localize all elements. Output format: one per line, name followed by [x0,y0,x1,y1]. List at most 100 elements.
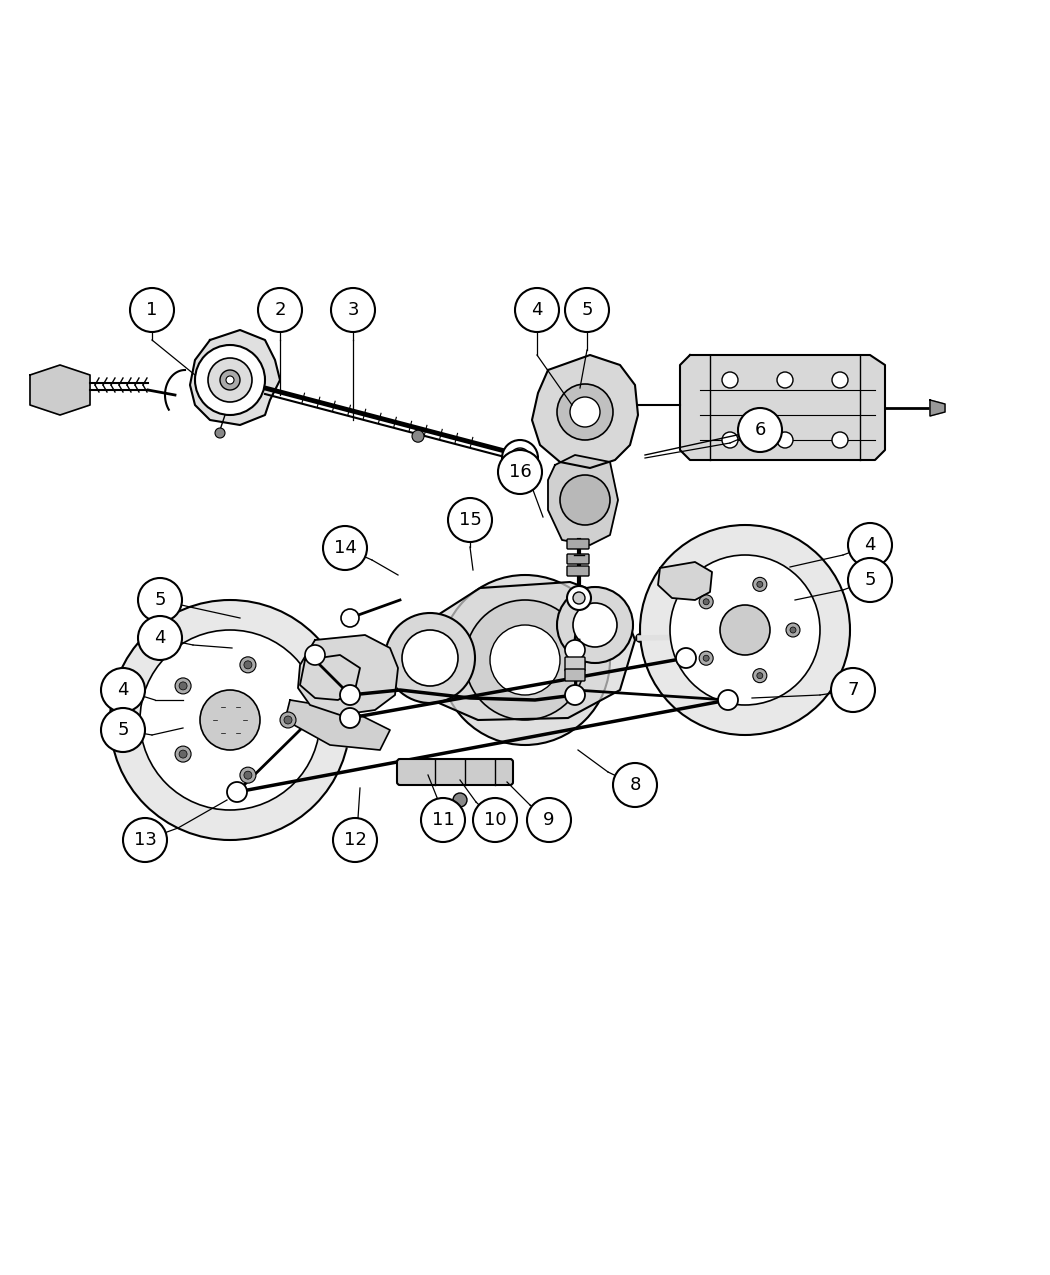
Circle shape [402,630,458,686]
Polygon shape [30,365,90,414]
Text: 4: 4 [531,301,543,319]
Circle shape [130,288,174,332]
Circle shape [200,690,260,750]
Circle shape [465,601,585,720]
Circle shape [284,717,292,724]
Circle shape [565,288,609,332]
Circle shape [704,599,709,604]
Circle shape [790,627,796,632]
Circle shape [448,499,492,542]
Circle shape [831,668,875,711]
Circle shape [753,578,766,592]
Circle shape [565,685,585,705]
Circle shape [208,358,252,402]
Circle shape [527,798,571,842]
Circle shape [786,623,800,638]
Polygon shape [532,354,638,468]
Circle shape [453,793,467,807]
Text: 5: 5 [118,720,129,739]
Circle shape [440,575,610,745]
Circle shape [239,768,256,783]
Circle shape [280,711,296,728]
Polygon shape [658,562,712,601]
Polygon shape [298,635,398,715]
Circle shape [472,798,517,842]
Circle shape [613,762,657,807]
Circle shape [333,819,377,862]
Circle shape [757,673,763,678]
Circle shape [722,372,738,388]
Circle shape [832,372,848,388]
Text: 6: 6 [754,421,765,439]
Circle shape [340,708,360,728]
Circle shape [777,372,793,388]
Circle shape [175,746,191,762]
Circle shape [720,606,770,655]
Circle shape [341,609,359,627]
Circle shape [676,648,696,668]
Circle shape [140,630,320,810]
Circle shape [304,645,326,666]
Circle shape [567,586,591,609]
Circle shape [412,430,424,442]
Circle shape [101,708,145,752]
Circle shape [570,397,600,427]
Circle shape [560,476,610,525]
Circle shape [699,594,713,608]
Circle shape [195,346,265,414]
Circle shape [565,640,585,660]
Circle shape [123,819,167,862]
Text: 7: 7 [847,681,859,699]
Text: 8: 8 [629,776,640,794]
FancyBboxPatch shape [567,555,589,564]
Circle shape [832,432,848,448]
Circle shape [556,384,613,440]
Circle shape [101,668,145,711]
Text: 12: 12 [343,831,366,849]
Circle shape [718,690,738,710]
Text: 4: 4 [118,681,129,699]
Polygon shape [548,455,618,544]
FancyBboxPatch shape [567,539,589,550]
Polygon shape [420,581,635,720]
Text: 5: 5 [582,301,593,319]
Polygon shape [930,400,945,416]
Circle shape [556,586,633,663]
Circle shape [110,601,350,840]
Circle shape [753,668,766,682]
Circle shape [699,652,713,666]
FancyBboxPatch shape [565,669,585,681]
Text: 9: 9 [543,811,554,829]
Polygon shape [680,354,885,460]
Circle shape [331,288,375,332]
Circle shape [573,592,585,604]
Circle shape [757,581,763,588]
Text: 4: 4 [864,536,876,555]
Circle shape [514,288,559,332]
Circle shape [510,448,530,468]
Circle shape [848,523,892,567]
Circle shape [138,578,182,622]
Circle shape [670,555,820,705]
Text: 15: 15 [459,511,482,529]
Text: 4: 4 [154,629,166,646]
Text: 1: 1 [146,301,158,319]
Text: 16: 16 [508,463,531,481]
Circle shape [340,685,360,705]
Circle shape [244,660,252,669]
Text: 11: 11 [432,811,455,829]
Circle shape [421,798,465,842]
Circle shape [244,771,252,779]
Text: 14: 14 [334,539,356,557]
Circle shape [738,408,782,453]
FancyBboxPatch shape [567,566,589,576]
Text: 5: 5 [154,592,166,609]
Circle shape [220,370,240,390]
Circle shape [215,428,225,439]
Text: 3: 3 [348,301,359,319]
Polygon shape [190,330,280,425]
Circle shape [138,616,182,660]
Polygon shape [300,655,360,700]
Circle shape [722,432,738,448]
Circle shape [323,527,367,570]
